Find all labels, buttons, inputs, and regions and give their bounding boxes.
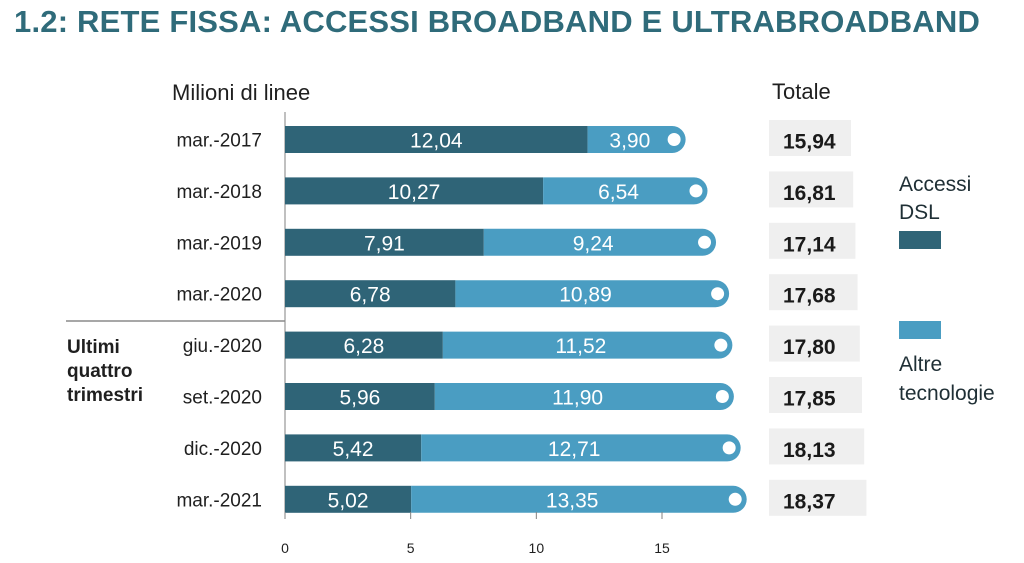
bar-value-label: 10,89 xyxy=(559,284,612,307)
total-value: 17,80 xyxy=(783,336,836,359)
bar-end-marker xyxy=(728,492,742,506)
bar-segment-dsl xyxy=(285,228,484,256)
bar-segment-altre xyxy=(587,126,686,153)
total-box xyxy=(769,428,865,465)
total-value: 17,14 xyxy=(783,233,836,256)
bar-value-label: 5,02 xyxy=(328,489,369,512)
category-label: mar.-2017 xyxy=(176,131,262,152)
total-value: 15,94 xyxy=(783,131,836,154)
total-box xyxy=(769,120,851,156)
category-label: giu.-2020 xyxy=(183,336,262,357)
total-value: 17,85 xyxy=(783,388,836,411)
bar-end-marker xyxy=(667,133,681,146)
bar-segment-altre xyxy=(421,434,741,462)
group-label-line: Ultimi xyxy=(67,337,120,358)
bar-end-marker xyxy=(698,235,712,249)
bar-end-marker xyxy=(722,441,736,455)
bar-segment-altre xyxy=(411,485,747,513)
bar-end-marker xyxy=(711,287,725,301)
total-value: 17,68 xyxy=(783,285,836,308)
page-title: 1.2: RETE FISSA: ACCESSI BROADBAND E ULT… xyxy=(14,4,981,39)
bar-value-label: 12,04 xyxy=(410,130,463,153)
legend-label-dsl-line1: Accessi xyxy=(899,173,971,196)
total-box xyxy=(769,479,867,516)
total-header: Totale xyxy=(772,79,831,104)
bar-segment-altre xyxy=(442,331,733,359)
bar-segment-altre xyxy=(483,228,717,256)
bar-end-marker xyxy=(689,184,703,198)
bar-segment-altre xyxy=(543,177,708,205)
bar-value-label: 11,52 xyxy=(555,335,606,358)
total-box xyxy=(769,325,860,362)
x-tick-label: 15 xyxy=(654,540,670,556)
bar-segment-dsl xyxy=(285,280,456,308)
bar-value-label: 5,96 xyxy=(339,387,380,410)
bar-segment-dsl xyxy=(285,434,422,462)
bar-end-marker xyxy=(714,338,728,352)
bar-value-label: 11,90 xyxy=(552,387,603,410)
bar-value-label: 9,24 xyxy=(573,232,614,255)
category-label: mar.-2021 xyxy=(176,490,262,511)
bar-value-label: 13,35 xyxy=(546,489,599,512)
category-label: set.-2020 xyxy=(183,388,262,409)
total-value: 18,37 xyxy=(783,490,836,513)
bar-segment-dsl xyxy=(285,383,435,410)
total-box xyxy=(769,377,862,413)
bar-value-label: 6,28 xyxy=(343,335,384,358)
legend-label-dsl-line2: DSL xyxy=(899,201,940,224)
bar-segment-dsl xyxy=(285,177,544,205)
group-label-line: trimestri xyxy=(67,385,143,406)
bar-value-label: 5,42 xyxy=(333,438,374,461)
category-label: dic.-2020 xyxy=(184,439,262,460)
bar-value-label: 10,27 xyxy=(388,181,441,204)
bar-value-label: 12,71 xyxy=(548,438,601,461)
bar-value-label: 6,78 xyxy=(350,284,391,307)
total-box xyxy=(769,171,854,208)
bar-value-label: 3,90 xyxy=(609,130,650,153)
legend-label-altre-line2: tecnologie xyxy=(899,382,995,405)
bar-segment-altre xyxy=(434,383,734,410)
x-tick-label: 5 xyxy=(407,540,415,556)
x-tick-label: 0 xyxy=(281,540,289,556)
total-value: 16,81 xyxy=(783,182,836,205)
bar-segment-dsl xyxy=(285,331,443,359)
bar-value-label: 6,54 xyxy=(598,181,639,204)
bar-segment-dsl xyxy=(285,485,412,513)
bar-segment-altre xyxy=(455,280,730,308)
total-value: 18,13 xyxy=(783,439,836,462)
category-label: mar.-2018 xyxy=(176,182,262,203)
legend-swatch-altre xyxy=(899,321,941,339)
category-label: mar.-2020 xyxy=(176,285,262,306)
legend-label-altre-line1: Altre xyxy=(899,353,942,376)
y-axis-title: Milioni di linee xyxy=(172,80,310,105)
legend-swatch-dsl xyxy=(899,231,941,249)
total-box xyxy=(769,274,858,311)
bar-end-marker xyxy=(715,390,729,403)
x-tick-label: 10 xyxy=(529,540,545,556)
bar-segment-dsl xyxy=(285,126,588,153)
total-box xyxy=(769,222,856,259)
group-label-line: quattro xyxy=(67,361,132,382)
category-label: mar.-2019 xyxy=(176,233,262,254)
bar-value-label: 7,91 xyxy=(364,232,405,255)
